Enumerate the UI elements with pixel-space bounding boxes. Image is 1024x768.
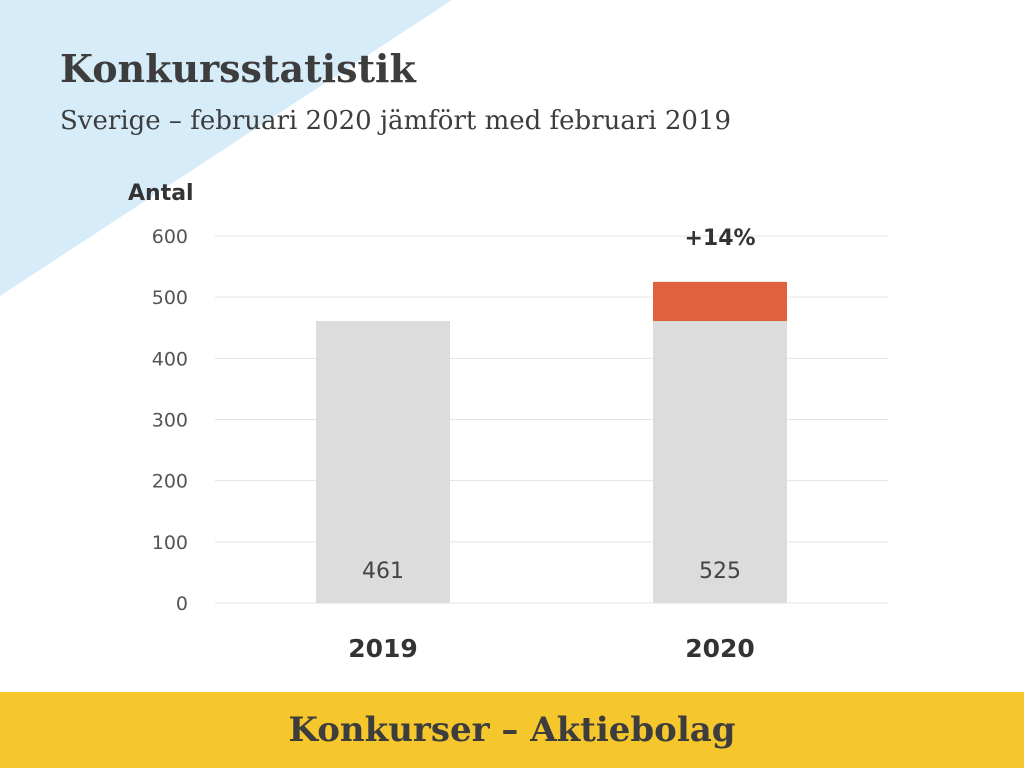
page-subtitle: Sverige – februari 2020 jämfört med febr… [60,106,732,136]
footer-label: Konkurser – Aktiebolag [288,710,736,750]
y-tick-label: 300 [152,410,188,432]
bar-2020 [653,321,787,603]
page-title: Konkursstatistik [60,46,416,91]
y-axis-title: Antal [128,181,194,206]
corner-triangle-shape [0,0,452,296]
bar-increase-2020 [653,281,787,322]
data-label-2019: 461 [362,559,404,584]
bar-2019 [316,321,450,603]
y-tick-label: 500 [152,287,188,309]
increase-annotation: +14% [684,226,755,251]
x-tick-label-2019: 2019 [348,634,418,663]
y-tick-label: 0 [176,593,188,615]
y-tick-label: 600 [152,226,188,248]
x-tick-label-2020: 2020 [685,634,755,663]
decorative-corner-triangle [0,0,452,296]
bar-chart: Antal 0 100 200 300 400 500 600 461 2019 525 2020 +1… [128,181,888,663]
y-tick-label: 400 [152,348,188,370]
data-label-2020: 525 [699,559,741,584]
footer-band: Konkurser – Aktiebolag [0,692,1024,768]
y-tick-label: 200 [152,471,188,493]
y-tick-label: 100 [152,532,188,554]
